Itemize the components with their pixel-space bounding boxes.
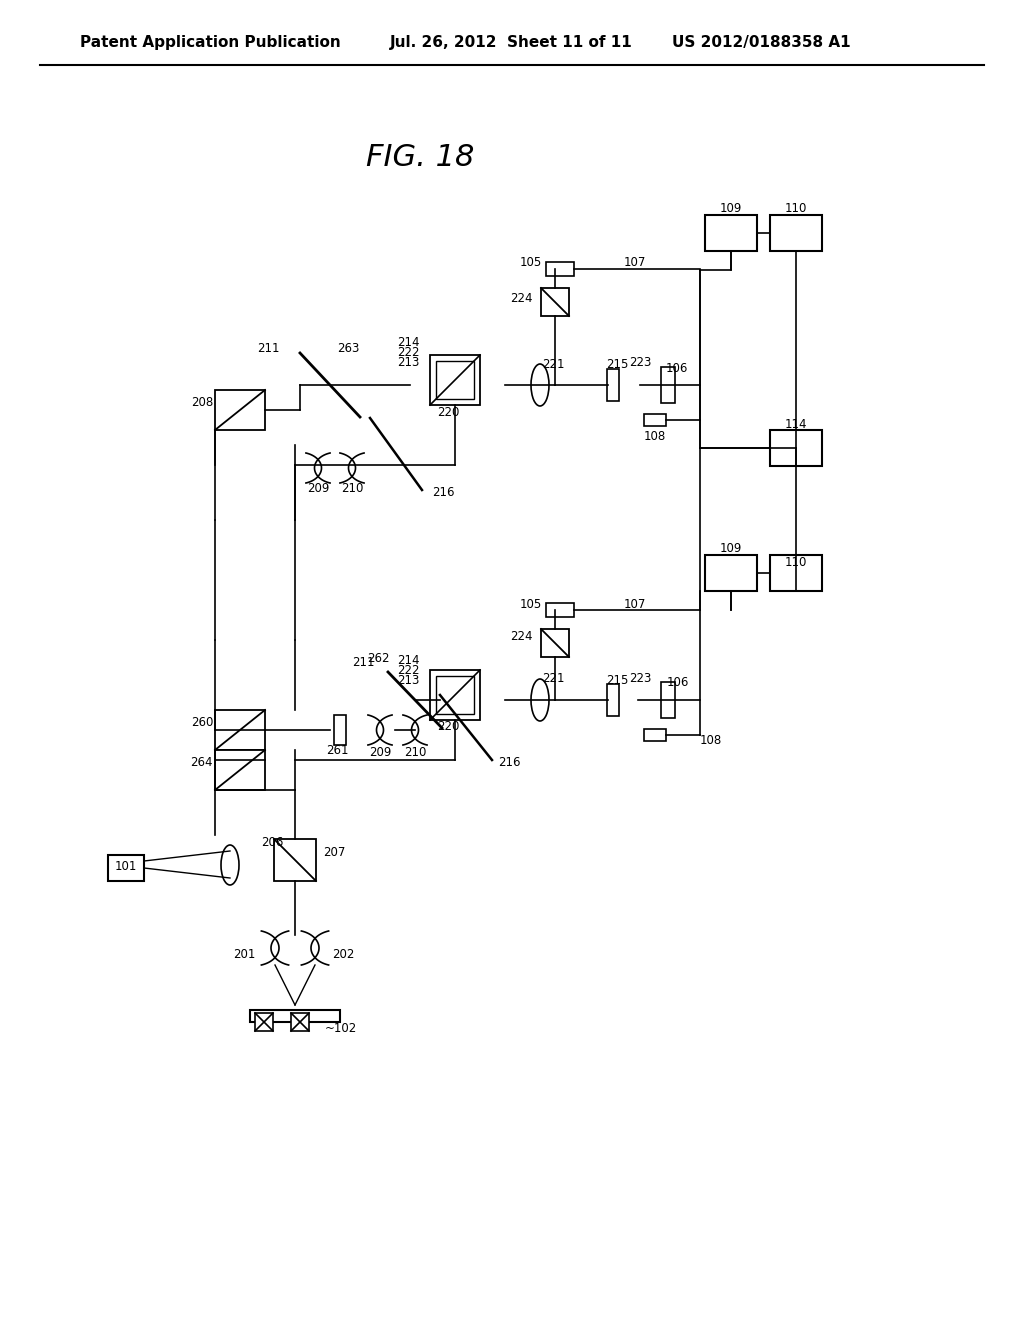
Text: 213: 213 [397, 356, 420, 370]
Text: 210: 210 [403, 746, 426, 759]
Text: 201: 201 [233, 949, 256, 961]
Bar [705, 215, 757, 251]
Text: 222: 222 [397, 346, 420, 359]
Bar [430, 355, 480, 405]
Text: 216: 216 [498, 755, 520, 768]
Bar [436, 676, 474, 714]
Text: 202: 202 [332, 949, 354, 961]
Text: 211: 211 [352, 656, 375, 669]
Text: FIG. 18: FIG. 18 [366, 144, 474, 173]
Ellipse shape [221, 845, 239, 884]
Text: 106: 106 [667, 676, 689, 689]
Bar [215, 750, 265, 789]
Text: 109: 109 [720, 202, 742, 215]
Text: 224: 224 [511, 292, 534, 305]
Bar [644, 414, 666, 426]
Text: 101: 101 [115, 861, 137, 874]
Text: 207: 207 [323, 846, 345, 858]
Text: 211: 211 [257, 342, 280, 355]
Bar [108, 855, 144, 880]
Text: ~102: ~102 [325, 1022, 357, 1035]
Ellipse shape [531, 364, 549, 407]
Text: 110: 110 [784, 202, 807, 215]
Text: 223: 223 [629, 356, 651, 370]
Text: 209: 209 [307, 482, 329, 495]
Bar [607, 684, 618, 715]
Text: 260: 260 [190, 717, 213, 730]
Text: 221: 221 [542, 672, 564, 685]
Bar [291, 1012, 309, 1031]
Bar [541, 630, 569, 657]
Text: US 2012/0188358 A1: US 2012/0188358 A1 [672, 34, 851, 49]
Text: 214: 214 [397, 337, 420, 350]
Bar [250, 1010, 340, 1022]
Ellipse shape [531, 678, 549, 721]
Text: 108: 108 [700, 734, 722, 747]
Bar [546, 603, 574, 616]
Bar [662, 682, 675, 718]
Text: 220: 220 [437, 721, 460, 734]
Bar [770, 554, 822, 591]
Bar [430, 671, 480, 719]
Bar [770, 215, 822, 251]
Text: 114: 114 [784, 417, 807, 430]
Text: 210: 210 [341, 482, 364, 495]
Text: 107: 107 [624, 256, 646, 269]
Bar [274, 840, 316, 880]
Text: 224: 224 [511, 631, 534, 644]
Text: 109: 109 [720, 543, 742, 556]
Text: 105: 105 [520, 598, 542, 610]
Text: 223: 223 [629, 672, 651, 685]
Bar [436, 360, 474, 399]
Text: 208: 208 [190, 396, 213, 409]
Text: 261: 261 [326, 743, 348, 756]
Text: Patent Application Publication: Patent Application Publication [80, 34, 341, 49]
Bar [215, 710, 265, 750]
Text: 105: 105 [520, 256, 542, 269]
Text: 216: 216 [432, 487, 455, 499]
Text: 220: 220 [437, 407, 460, 420]
Bar [215, 389, 265, 430]
Text: 262: 262 [368, 652, 390, 664]
Text: Jul. 26, 2012  Sheet 11 of 11: Jul. 26, 2012 Sheet 11 of 11 [390, 34, 633, 49]
Bar [644, 729, 666, 741]
Text: 107: 107 [624, 598, 646, 610]
Text: 106: 106 [666, 362, 688, 375]
Text: 215: 215 [606, 673, 628, 686]
Text: 222: 222 [397, 664, 420, 676]
Text: 206: 206 [261, 837, 283, 850]
Bar [705, 554, 757, 591]
Text: 215: 215 [606, 359, 628, 371]
Text: 263: 263 [338, 342, 360, 355]
Bar [541, 288, 569, 315]
Text: 264: 264 [190, 756, 213, 770]
Text: 214: 214 [397, 653, 420, 667]
Text: 213: 213 [397, 673, 420, 686]
Text: 209: 209 [369, 746, 391, 759]
Bar [662, 367, 675, 403]
Text: 110: 110 [784, 557, 807, 569]
Bar [607, 370, 618, 401]
Bar [334, 715, 346, 744]
Bar [770, 430, 822, 466]
Text: 221: 221 [542, 358, 564, 371]
Text: 108: 108 [644, 429, 667, 442]
Bar [255, 1012, 273, 1031]
Bar [546, 261, 574, 276]
